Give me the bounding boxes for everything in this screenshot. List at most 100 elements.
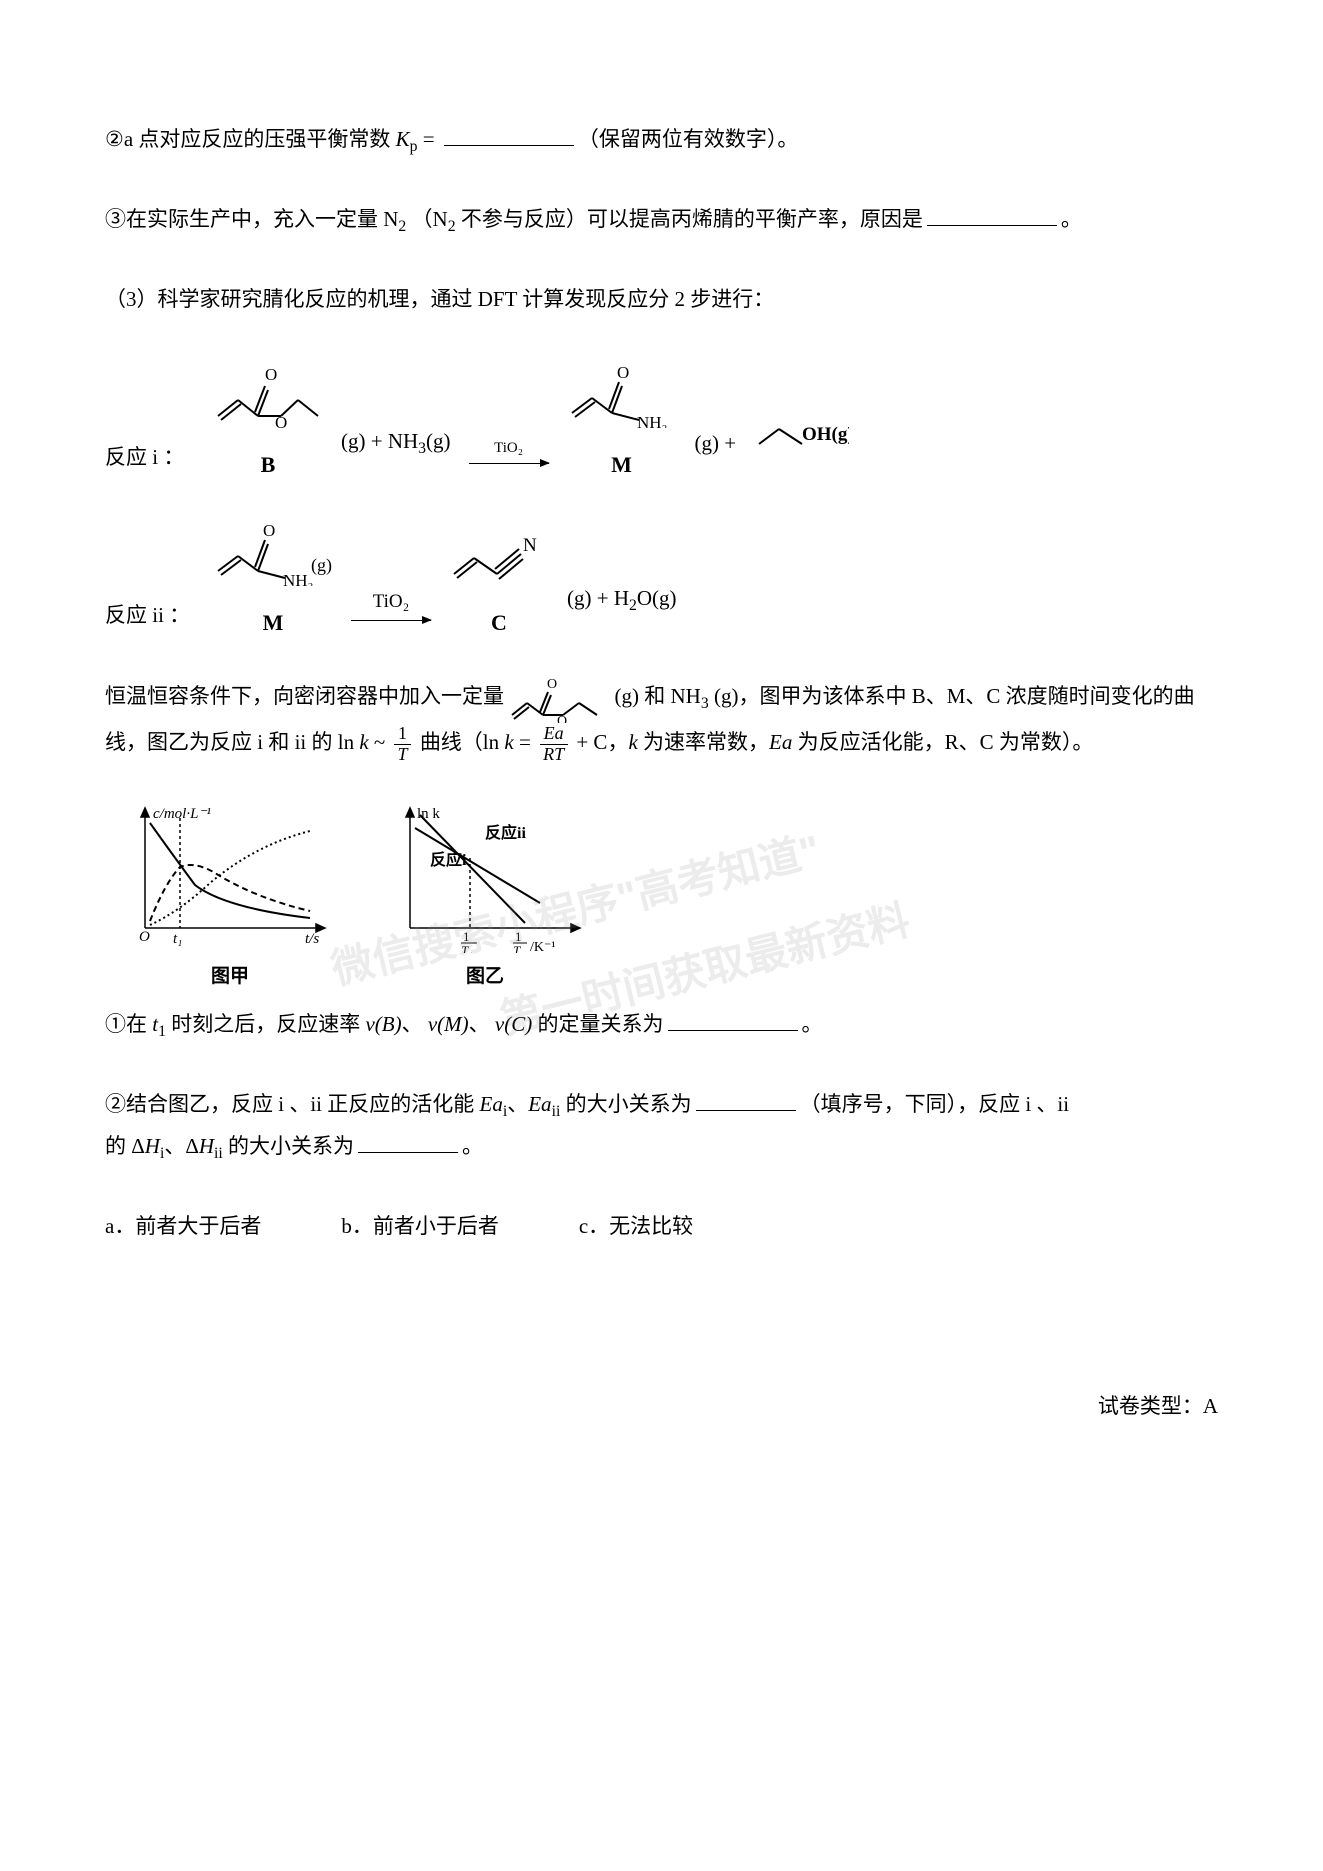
q3-t2: （N [412, 207, 448, 231]
q2a-pre: ②a 点对应反应的压强平衡常数 [105, 127, 396, 151]
ethanol-svg: OH(g) [754, 414, 849, 454]
f2-num: Ea [540, 724, 568, 745]
vB: v(B) [365, 1012, 401, 1036]
vC: v(C) [495, 1012, 532, 1036]
c1-t1: t₁ [173, 931, 182, 947]
svg-text:1: 1 [515, 929, 522, 944]
qea-t6: 的大小关系为 [223, 1134, 354, 1158]
structure-M-svg: O NH₂ [567, 358, 677, 428]
question-3-text: ③在实际生产中，充入一定量 N2 （N2 不参与反应）可以提高丙烯腈的平衡产率，… [105, 200, 1218, 242]
question-ea: ②结合图乙，反应 i 、ii 正反应的活化能 Eai、Eaii 的大小关系为（填… [105, 1085, 1218, 1169]
svg-text:O: O [547, 677, 557, 692]
molecule-M: O NH₂ M [567, 358, 677, 486]
svg-text:O: O [617, 363, 629, 382]
c2-label-i: 反应i [430, 850, 467, 869]
opt-a: a．前者大于后者 [105, 1207, 261, 1247]
question-2a: ②a 点对应反应的压强平衡常数 Kp = （保留两位有效数字）。 [105, 120, 1218, 162]
svg-text:O: O [265, 365, 277, 384]
c2-ylabel: ln k [417, 806, 440, 822]
qt1-pre: ①在 [105, 1012, 152, 1036]
H-ii-sub: ii [214, 1145, 223, 1162]
q3-t3: 不参与反应）可以提高丙烯腈的平衡产率，原因是 [456, 207, 923, 231]
sep2: 、 [469, 1012, 490, 1036]
blank-reason [927, 201, 1057, 226]
vM: v(M) [428, 1012, 469, 1036]
qea-t4: 的 Δ [105, 1134, 145, 1158]
footer-type: 试卷类型：A [105, 1387, 1218, 1427]
p4-nh3: 3 [701, 695, 709, 712]
svg-text:(g): (g) [311, 555, 332, 576]
page-content: 微信搜索小程序"高考知道" 第一时间获取最新资料 ②a 点对应反应的压强平衡常数… [105, 120, 1218, 1427]
c2-label-ii: 反应ii [485, 823, 526, 842]
molecule-B: O O B [213, 358, 323, 486]
p4-plusc: + C， [576, 730, 628, 754]
para-constant-vol: 恒温恒容条件下，向密闭容器中加入一定量 O O (g) 和 NH3 (g)，图甲… [105, 673, 1218, 764]
qea-t3: （填序号，下同），反应 i 、ii [800, 1092, 1070, 1116]
q3-period: 。 [1061, 207, 1082, 231]
q3-t1: ③在实际生产中，充入一定量 N [105, 207, 398, 231]
svg-text:NH₂: NH₂ [637, 413, 667, 428]
q2a-post: （保留两位有效数字）。 [578, 127, 799, 151]
svg-text:O: O [275, 413, 287, 428]
ea-i-sub: i [503, 1103, 507, 1120]
chart-jia: c/mol·L⁻¹ O t₁ t/s 图甲 [125, 803, 335, 995]
rxn-ii-tail: (g) + H2O(g) [567, 579, 677, 643]
p4-t4: 曲线（ln [420, 730, 505, 754]
b-g: (g) + NH [341, 429, 418, 453]
label-M2: M [213, 602, 333, 644]
qea-t1: ②结合图乙，反应 i 、ii 正反应的活化能 [105, 1092, 480, 1116]
f2-den: RT [539, 745, 568, 765]
p4-tilde: ~ [374, 730, 391, 754]
c1-xlabel: t/s [305, 931, 319, 947]
qt1-sub: 1 [158, 1023, 166, 1040]
ea-ii: Ea [528, 1092, 551, 1116]
opt-c: c．无法比较 [579, 1207, 693, 1247]
svg-text:NH₂: NH₂ [283, 571, 313, 586]
p4-k2: k [504, 730, 513, 754]
kp-K: K [396, 127, 410, 151]
p4-eq: = [514, 730, 536, 754]
chart-yi-svg: ln k 反应i 反应ii 1 T₁ 1 T /K⁻¹ [385, 803, 585, 953]
arrow-i-top: TiO₂ [494, 434, 523, 463]
qea-period: 。 [462, 1134, 483, 1158]
frac-1-T: 1 T [394, 724, 412, 765]
charts-row: c/mol·L⁻¹ O t₁ t/s 图甲 [125, 803, 1218, 995]
blank-dh [358, 1128, 458, 1153]
caption-jia: 图甲 [211, 959, 249, 995]
c-g: (g) + H [567, 586, 629, 610]
structure-C-svg: N [449, 526, 549, 586]
p4-k3: k [628, 730, 637, 754]
blank-kp [444, 121, 574, 146]
h2o-2: 2 [629, 598, 637, 615]
p4-k1: k [359, 730, 368, 754]
arrow-ii: TiO₂ [351, 584, 431, 643]
chart-yi: ln k 反应i 反应ii 1 T₁ 1 T /K⁻¹ 图乙 [385, 803, 585, 995]
qt1-mid: 时刻之后，反应速率 [166, 1012, 366, 1036]
qt1-post: 的定量关系为 [532, 1012, 663, 1036]
label-C: C [449, 602, 549, 644]
arrow-ii-top: TiO₂ [373, 584, 410, 620]
ea-i: Ea [480, 1092, 503, 1116]
ethanol-frag: OH(g) [754, 414, 849, 486]
options-row: a．前者大于后者 b．前者小于后者 c．无法比较 [105, 1207, 1218, 1247]
p4-t2: (g) 和 NH [615, 684, 701, 708]
inline-B-struct: O O [509, 673, 609, 723]
nh3-g: (g) [426, 429, 451, 453]
c2-tick-num: 1 [463, 929, 470, 944]
structure-B-svg: O O [213, 358, 323, 428]
h2o-o: O(g) [637, 586, 677, 610]
q3-n2sub1: 2 [398, 218, 406, 235]
qt1-period: 。 [802, 1012, 823, 1036]
opt-b: b．前者小于后者 [341, 1207, 499, 1247]
molecule-C: N C [449, 526, 549, 644]
molecule-M-2: O NH₂ (g) M [213, 516, 333, 644]
p4-ea: Ea [769, 730, 792, 754]
c2-xlabel: /K⁻¹ [530, 940, 556, 953]
frac-Ea-RT: Ea RT [539, 724, 568, 765]
f1-den: T [394, 745, 412, 765]
q2a-eq: = [418, 127, 440, 151]
blank-rate [668, 1006, 798, 1031]
svg-text:OH(g): OH(g) [802, 424, 849, 445]
kp-sub: p [410, 138, 418, 155]
c1-ylabel: c/mol·L⁻¹ [153, 806, 211, 822]
